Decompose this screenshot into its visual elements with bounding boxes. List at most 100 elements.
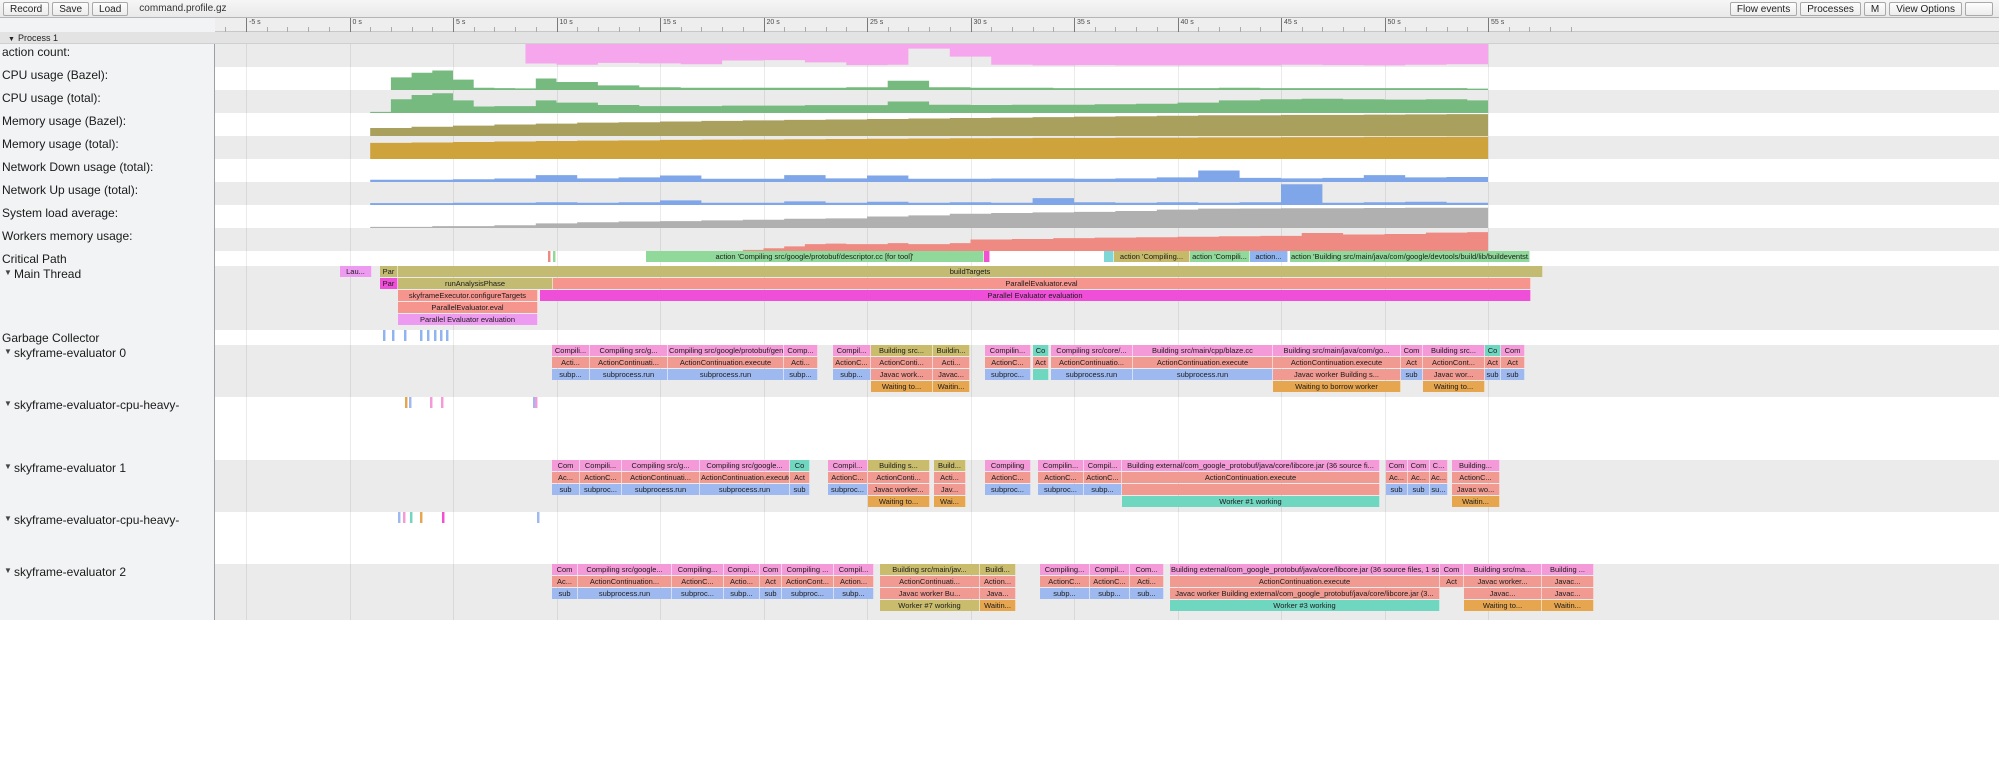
track-canvas-skyframe-cpu-heavy-0[interactable] (215, 397, 1999, 460)
trace-slice[interactable]: Waitin... (933, 381, 970, 392)
trace-slice[interactable]: Co (1485, 345, 1501, 356)
track-row-cpu-total[interactable]: CPU usage (total): (0, 90, 1999, 113)
trace-slice[interactable]: Building src... (871, 345, 933, 356)
track-canvas-skyframe-0[interactable]: Compili... Compiling src/g... Compiling sr… (215, 345, 1999, 397)
trace-slice[interactable]: Compiling src/g... (590, 345, 668, 356)
trace-slice[interactable]: subp... (724, 588, 760, 599)
trace-slice[interactable]: Acti... (552, 357, 590, 368)
trace-slice-marker[interactable] (553, 251, 556, 262)
trace-slice[interactable]: subp... (552, 369, 590, 380)
track-canvas-main-thread[interactable]: Lau... Par buildTargets Par runAnalysisPhase… (215, 266, 1999, 330)
metrics-button[interactable]: M (1863, 1, 1887, 16)
track-row-garbage-collector[interactable]: Garbage Collector (0, 330, 1999, 345)
trace-slice-marker[interactable] (535, 397, 538, 408)
trace-slice[interactable]: sub (1485, 369, 1501, 380)
track-label-skyframe-2[interactable]: ▼ skyframe-evaluator 2 (0, 564, 215, 620)
trace-slice[interactable]: Wai... (934, 496, 966, 507)
trace-slice[interactable]: ActionContinuation.execute (1122, 472, 1380, 483)
trace-slice[interactable]: Worker #3 working (1170, 600, 1440, 611)
trace-slice-marker[interactable] (440, 330, 443, 341)
trace-slice[interactable]: Javac wor... (1423, 369, 1485, 380)
trace-slice[interactable]: Act (790, 472, 810, 483)
trace-slice[interactable]: ActionC... (1084, 472, 1122, 483)
trace-slice[interactable]: Com (1386, 460, 1408, 471)
trace-slice[interactable]: Action... (834, 576, 874, 587)
trace-slice-marker[interactable] (404, 330, 407, 341)
trace-slice[interactable]: buildTargets (398, 266, 1543, 277)
trace-slice[interactable]: Buildin... (933, 345, 970, 356)
trace-slice[interactable]: Actio... (724, 576, 760, 587)
trace-slice[interactable]: Compiling src/core/... (1051, 345, 1133, 356)
track-canvas-mem-total[interactable] (215, 136, 1999, 159)
trace-slice[interactable]: Worker #1 working (1122, 496, 1380, 507)
save-button[interactable]: Save (52, 1, 90, 16)
track-row-net-up[interactable]: Network Up usage (total): (0, 182, 1999, 205)
trace-slice[interactable]: subprocess.run (622, 484, 700, 495)
trace-slice[interactable]: Compiling src/google... (578, 564, 672, 575)
trace-slice[interactable]: sub (790, 484, 810, 495)
trace-slice[interactable]: Compiling ... (782, 564, 834, 575)
track-row-main-thread[interactable]: ▼ Main Thread Lau... Par buildTargets Par runA… (0, 266, 1999, 330)
trace-slice[interactable]: ActionC... (828, 472, 868, 483)
trace-slice[interactable]: Compilin... (1038, 460, 1084, 471)
view-options-button[interactable]: View Options (1889, 1, 1962, 16)
trace-slice[interactable]: ActionContinuation.execute (1273, 357, 1401, 368)
trace-slice[interactable]: Co (790, 460, 810, 471)
trace-slice[interactable]: Compil... (834, 564, 874, 575)
trace-slice[interactable]: Javac wo... (1452, 484, 1500, 495)
trace-slice[interactable]: subp... (1090, 588, 1130, 599)
trace-slice[interactable]: sub (760, 588, 782, 599)
trace-slice[interactable]: subp... (833, 369, 871, 380)
trace-slice[interactable]: ActionContinuation.execute (668, 357, 784, 368)
trace-slice-marker[interactable] (1122, 484, 1380, 495)
trace-slice[interactable]: Java... (980, 588, 1016, 599)
track-row-sys-load[interactable]: System load average: (0, 205, 1999, 228)
trace-slice[interactable]: Waiting to... (1423, 381, 1485, 392)
trace-slice[interactable]: ParallelEvaluator.eval (553, 278, 1531, 289)
trace-slice[interactable]: Par (380, 266, 398, 277)
trace-slice[interactable]: subproc... (828, 484, 868, 495)
chevron-down-icon[interactable]: ▼ (4, 514, 12, 523)
track-row-critical-path[interactable]: Critical Path action 'Compiling src/googl… (0, 251, 1999, 266)
trace-slice[interactable]: Javac... (1464, 588, 1542, 599)
trace-slice[interactable]: ActionConti... (871, 357, 933, 368)
trace-slice-marker[interactable] (446, 330, 449, 341)
track-label-skyframe-cpu-heavy-1[interactable]: ▼ skyframe-evaluator-cpu-heavy- (0, 512, 215, 564)
trace-slice[interactable]: action... (1250, 251, 1288, 262)
trace-slice[interactable]: subproc... (985, 369, 1031, 380)
trace-slice-marker[interactable] (984, 251, 990, 262)
trace-slice[interactable]: ActionContinuati... (622, 472, 700, 483)
trace-slice[interactable]: Compili... (552, 345, 590, 356)
trace-slice[interactable]: Waiting to borrow worker (1273, 381, 1401, 392)
trace-slice[interactable]: Act (1485, 357, 1501, 368)
trace-slice[interactable]: action 'Compili... (1190, 251, 1250, 262)
trace-slice[interactable]: Waiting to... (868, 496, 930, 507)
trace-slice[interactable]: ActionC... (1452, 472, 1500, 483)
trace-slice[interactable]: Parallel Evaluator evaluation (540, 290, 1531, 301)
trace-slice[interactable]: ActionC... (1090, 576, 1130, 587)
record-button[interactable]: Record (3, 1, 50, 16)
trace-slice[interactable]: action 'Compiling... (1114, 251, 1190, 262)
trace-slice[interactable]: Com (1408, 460, 1430, 471)
trace-slice[interactable]: subprocess.run (578, 588, 672, 599)
trace-slice[interactable]: Compiling src/google... (700, 460, 790, 471)
trace-slice[interactable]: Building s... (868, 460, 930, 471)
trace-slice[interactable]: action 'Building src/main/java/com/googl… (1290, 251, 1530, 262)
track-canvas-net-up[interactable] (215, 182, 1999, 205)
trace-slice[interactable]: action 'Compiling src/google/protobuf/de… (646, 251, 984, 262)
trace-slice[interactable]: sub (1401, 369, 1423, 380)
track-canvas-workers-mem[interactable] (215, 228, 1999, 251)
trace-slice[interactable]: Building ... (1542, 564, 1594, 575)
trace-slice[interactable]: subp... (1040, 588, 1090, 599)
trace-slice[interactable]: ActionContinuation.execute (1133, 357, 1273, 368)
trace-slice[interactable]: subproc... (782, 588, 834, 599)
trace-slice[interactable]: ActionCont... (1423, 357, 1485, 368)
trace-slice[interactable]: Building src/ma... (1464, 564, 1542, 575)
trace-slice[interactable]: Com (552, 460, 580, 471)
trace-slice[interactable]: Compil... (833, 345, 871, 356)
trace-slice[interactable]: Building src/main/java/com/go... (1273, 345, 1401, 356)
trace-slice[interactable]: su... (1430, 484, 1448, 495)
flow-events-button[interactable]: Flow events (1729, 1, 1798, 16)
trace-slice-marker[interactable] (383, 330, 386, 341)
trace-slice[interactable]: Compil... (1090, 564, 1130, 575)
